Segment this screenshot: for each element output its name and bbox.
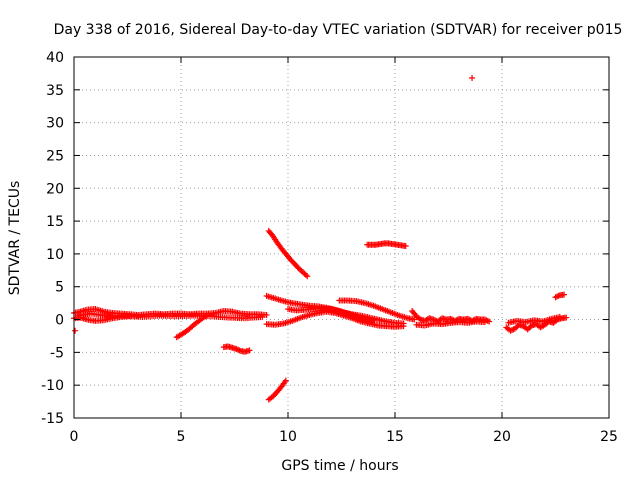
data-point [486, 318, 493, 325]
series-segment-plateau-14-15h [364, 240, 409, 250]
series-segment-dip-7-8h [220, 343, 253, 355]
series-segment-baseline-spread-20-23h [505, 313, 563, 326]
data-point [469, 75, 476, 82]
y-tick-label: 40 [46, 50, 64, 66]
x-tick-label: 20 [493, 429, 511, 445]
plot-frame [73, 56, 610, 419]
series-segment-upper-arc-12-16h [336, 297, 418, 323]
y-tick-label: 5 [55, 280, 64, 296]
y-tick-label: 15 [46, 214, 64, 230]
series-segment-baseline-20-23h [503, 314, 570, 334]
y-tick-label: -5 [50, 345, 64, 361]
series-segment-dip-5h [173, 312, 210, 341]
data-point [263, 311, 270, 318]
series-segment-baseline-spread-16-19h [413, 318, 488, 329]
series-segment-baseline-spread-0-9h [75, 310, 266, 322]
data-point [370, 317, 377, 324]
data-point [304, 273, 311, 280]
data-point [282, 377, 289, 384]
series-segment-short-segment-22.7h [552, 291, 568, 301]
chart-title: Day 338 of 2016, Sidereal Day-to-day VTE… [54, 22, 623, 38]
series-segment-outlier-18.6h [469, 75, 476, 82]
y-tick-label: 10 [46, 247, 64, 263]
series-segment-ascending-9-10h [265, 377, 289, 403]
series-segment-outlier-0h [72, 327, 79, 334]
y-tick-label: 30 [46, 116, 64, 132]
data-point [400, 323, 407, 330]
data-point [72, 327, 79, 334]
data-point [556, 313, 563, 320]
data-point [481, 319, 488, 326]
x-tick-label: 10 [279, 429, 297, 445]
data-point [563, 314, 570, 321]
x-tick-label: 25 [600, 429, 618, 445]
series-segment-descending-9-11h [265, 227, 311, 280]
y-tick-label: 35 [46, 83, 64, 99]
x-tick-label: 0 [70, 429, 79, 445]
data-point [402, 243, 409, 250]
data-point [484, 317, 491, 324]
x-axis-label: GPS time / hours [281, 458, 398, 474]
data-point [203, 312, 210, 319]
data-point [259, 313, 266, 320]
data-point [411, 316, 418, 323]
y-tick-label: 25 [46, 148, 64, 164]
data-series [71, 75, 570, 403]
y-tick-label: 20 [46, 181, 64, 197]
y-tick-label: -15 [41, 411, 64, 427]
series-segment-band-middle-10-14h [285, 305, 377, 324]
grid [74, 57, 609, 418]
y-tick-label: -10 [41, 378, 64, 394]
x-tick-label: 5 [177, 429, 186, 445]
data-point [555, 292, 562, 299]
data-point [246, 347, 253, 354]
y-tick-label: 0 [55, 313, 64, 329]
y-axis-label: SDTVAR / TECUs [7, 181, 23, 296]
x-tick-label: 15 [386, 429, 404, 445]
data-point [561, 291, 568, 298]
axis-ticks: 0 5 10 15 20 25 -15 -10 -5 0 5 10 15 20 25 30 35 40 [41, 50, 618, 445]
